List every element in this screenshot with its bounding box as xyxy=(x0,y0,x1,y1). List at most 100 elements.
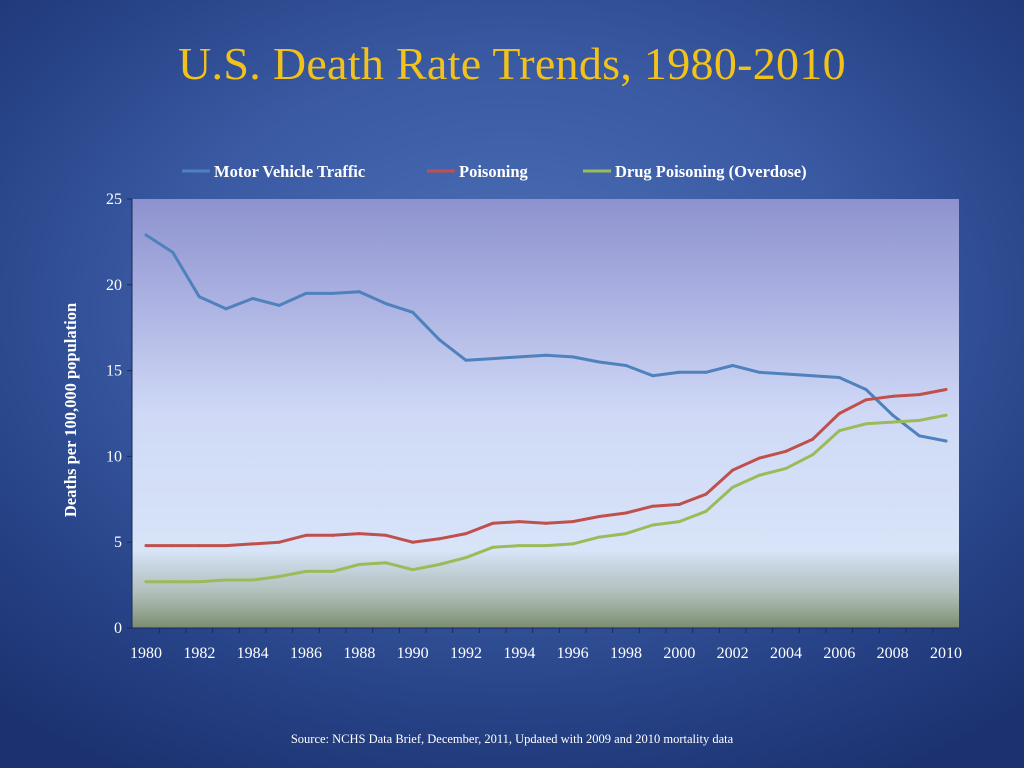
data-point xyxy=(357,290,361,294)
x-tick-label: 1992 xyxy=(450,645,482,662)
legend-item: Poisoning xyxy=(427,162,529,181)
data-point xyxy=(571,355,575,359)
y-tick-label: 20 xyxy=(106,277,122,294)
data-point xyxy=(651,523,655,527)
data-point xyxy=(837,412,841,415)
data-point xyxy=(171,580,175,584)
x-tick-label: 1998 xyxy=(610,645,642,662)
data-point xyxy=(224,307,228,311)
x-tick-label: 2000 xyxy=(663,645,695,662)
data-point xyxy=(944,387,948,391)
x-tick-label: 2004 xyxy=(770,645,802,662)
data-point xyxy=(704,370,708,374)
data-point xyxy=(171,544,175,548)
legend-label: Motor Vehicle Traffic xyxy=(214,162,365,181)
data-point xyxy=(917,418,921,422)
data-point xyxy=(437,563,441,567)
data-point xyxy=(624,532,628,536)
slide-title: U.S. Death Rate Trends, 1980-2010 xyxy=(178,38,846,89)
y-tick-label: 25 xyxy=(106,191,122,208)
data-point xyxy=(437,537,441,541)
data-point xyxy=(571,542,575,546)
series-1 xyxy=(144,387,948,548)
data-point xyxy=(624,511,628,515)
data-point xyxy=(357,532,361,536)
x-tick-label: 2002 xyxy=(717,645,749,662)
data-point xyxy=(384,533,388,537)
data-point xyxy=(144,580,148,584)
data-point xyxy=(677,520,681,524)
data-point xyxy=(277,575,281,579)
data-point xyxy=(784,449,788,453)
data-point xyxy=(304,533,308,537)
data-point xyxy=(917,393,921,397)
y-tick-label: 15 xyxy=(106,363,122,380)
data-point xyxy=(197,544,201,548)
data-point xyxy=(144,544,148,548)
data-point xyxy=(517,355,521,359)
data-point xyxy=(811,437,815,441)
y-axis-label: Deaths per 100,000 population xyxy=(61,303,80,517)
plot-area-ground-shading xyxy=(132,560,959,628)
y-tick-label: 10 xyxy=(106,448,122,465)
data-point xyxy=(784,372,788,376)
data-point xyxy=(437,338,441,342)
x-tick-label: 1988 xyxy=(343,645,375,662)
data-point xyxy=(171,250,175,254)
y-tick-label: 0 xyxy=(114,620,122,637)
data-point xyxy=(651,504,655,508)
data-point xyxy=(517,520,521,524)
data-point xyxy=(197,295,201,299)
legend-label: Drug Poisoning (Overdose) xyxy=(615,162,807,181)
y-tick-label: 5 xyxy=(114,534,122,551)
data-point xyxy=(251,542,255,546)
data-point xyxy=(224,578,228,582)
data-point xyxy=(224,544,228,548)
data-point xyxy=(944,439,948,443)
data-point xyxy=(571,520,575,524)
data-point xyxy=(304,291,308,295)
series-0 xyxy=(144,233,948,443)
x-tick-label: 1990 xyxy=(397,645,429,662)
x-tick-label: 2006 xyxy=(823,645,855,662)
data-point xyxy=(864,387,868,391)
data-point xyxy=(357,563,361,567)
data-point xyxy=(677,370,681,374)
data-point xyxy=(757,473,761,477)
data-point xyxy=(731,363,735,367)
source-note: Source: NCHS Data Brief, December, 2011,… xyxy=(290,732,734,746)
data-point xyxy=(597,360,601,364)
data-point xyxy=(331,569,335,573)
legend-item: Drug Poisoning (Overdose) xyxy=(583,162,807,181)
data-point xyxy=(731,468,735,472)
x-tick-label: 1980 xyxy=(130,645,162,662)
data-point xyxy=(891,420,895,424)
data-point xyxy=(624,363,628,367)
data-point xyxy=(251,297,255,301)
data-point xyxy=(251,578,255,582)
data-point xyxy=(757,370,761,374)
x-tick-label: 1986 xyxy=(290,645,322,662)
data-point xyxy=(864,422,868,426)
data-point xyxy=(464,556,468,560)
data-point xyxy=(411,540,415,544)
data-point xyxy=(837,429,841,433)
data-point xyxy=(864,398,868,402)
data-point xyxy=(597,514,601,518)
data-point xyxy=(331,291,335,295)
data-point xyxy=(704,492,708,496)
data-point xyxy=(384,561,388,565)
data-point xyxy=(731,485,735,489)
data-point xyxy=(704,509,708,513)
data-point xyxy=(517,544,521,548)
data-point xyxy=(944,413,948,417)
data-point xyxy=(544,521,548,525)
data-point xyxy=(491,545,495,549)
data-point xyxy=(651,374,655,378)
x-tick-label: 1994 xyxy=(503,645,535,662)
data-point xyxy=(811,453,815,457)
data-point xyxy=(144,233,148,237)
data-point xyxy=(411,310,415,314)
data-point xyxy=(491,521,495,525)
